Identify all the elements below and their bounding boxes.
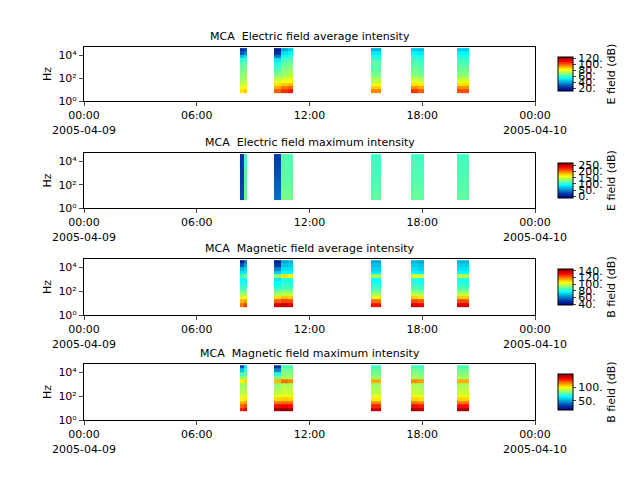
svg-text:10²: 10² bbox=[58, 72, 76, 85]
svg-text:100.: 100. bbox=[578, 381, 603, 394]
svg-text:00:002005-04-09: 00:002005-04-09 bbox=[52, 216, 116, 243]
svg-text:00:002005-04-10: 00:002005-04-10 bbox=[503, 109, 567, 136]
svg-text:20.: 20. bbox=[578, 82, 596, 95]
svg-text:10⁰: 10⁰ bbox=[58, 95, 77, 108]
svg-text:Hz: Hz bbox=[41, 67, 54, 81]
svg-text:00:002005-04-09: 00:002005-04-09 bbox=[52, 428, 116, 455]
svg-text:50.: 50. bbox=[578, 395, 596, 408]
svg-text:200.: 200. bbox=[578, 165, 603, 178]
svg-text:B field (dB): B field (dB) bbox=[605, 256, 618, 317]
svg-text:12:00: 12:00 bbox=[294, 428, 326, 441]
svg-text:10⁰: 10⁰ bbox=[58, 202, 77, 215]
svg-text:MCA Magnetic field average in: MCA Magnetic field average intensity bbox=[205, 242, 414, 255]
svg-text:10²: 10² bbox=[58, 390, 76, 403]
svg-text:120.: 120. bbox=[578, 52, 603, 65]
svg-text:00:002005-04-10: 00:002005-04-10 bbox=[503, 323, 567, 350]
svg-text:60.: 60. bbox=[578, 70, 596, 83]
svg-text:10²: 10² bbox=[58, 178, 76, 191]
svg-text:50.: 50. bbox=[578, 184, 596, 197]
svg-text:12:00: 12:00 bbox=[294, 216, 326, 229]
svg-text:250.: 250. bbox=[578, 159, 603, 172]
svg-text:18:00: 18:00 bbox=[406, 109, 438, 122]
svg-text:06:00: 06:00 bbox=[181, 109, 213, 122]
svg-text:12:00: 12:00 bbox=[294, 109, 326, 122]
svg-text:10²: 10² bbox=[58, 285, 76, 298]
svg-text:MCA Electric field average in: MCA Electric field average intensity bbox=[210, 30, 410, 43]
svg-text:10⁴: 10⁴ bbox=[58, 261, 77, 274]
svg-text:100.: 100. bbox=[578, 278, 603, 291]
svg-text:MCA Magnetic field maximum in: MCA Magnetic field maximum intensity bbox=[200, 347, 420, 360]
svg-text:40.: 40. bbox=[578, 298, 596, 311]
svg-text:10⁴: 10⁴ bbox=[58, 49, 77, 62]
svg-text:06:00: 06:00 bbox=[181, 216, 213, 229]
svg-text:80.: 80. bbox=[578, 285, 596, 298]
svg-text:100.: 100. bbox=[578, 178, 603, 191]
svg-text:140.: 140. bbox=[578, 265, 603, 278]
svg-text:150.: 150. bbox=[578, 172, 603, 185]
svg-text:E field (dB): E field (dB) bbox=[605, 44, 618, 105]
svg-text:B field (dB): B field (dB) bbox=[605, 361, 618, 422]
svg-text:80.: 80. bbox=[578, 64, 596, 77]
svg-text:100.: 100. bbox=[578, 58, 603, 71]
svg-text:Hz: Hz bbox=[41, 280, 54, 294]
svg-text:00:002005-04-10: 00:002005-04-10 bbox=[503, 216, 567, 243]
svg-text:0.: 0. bbox=[578, 190, 589, 203]
svg-text:E field (dB): E field (dB) bbox=[605, 150, 618, 211]
svg-text:Hz: Hz bbox=[41, 173, 54, 187]
svg-text:10⁴: 10⁴ bbox=[58, 155, 77, 168]
svg-text:10⁰: 10⁰ bbox=[58, 414, 77, 427]
svg-text:00:002005-04-09: 00:002005-04-09 bbox=[52, 323, 116, 350]
svg-text:18:00: 18:00 bbox=[406, 428, 438, 441]
svg-text:10⁰: 10⁰ bbox=[58, 309, 77, 322]
svg-text:00:002005-04-09: 00:002005-04-09 bbox=[52, 109, 116, 136]
svg-text:10⁴: 10⁴ bbox=[58, 366, 77, 379]
svg-text:Hz: Hz bbox=[41, 385, 54, 399]
svg-text:18:00: 18:00 bbox=[406, 323, 438, 336]
svg-text:MCA Electric field maximum in: MCA Electric field maximum intensity bbox=[205, 136, 415, 149]
svg-text:00:002005-04-10: 00:002005-04-10 bbox=[503, 428, 567, 455]
svg-text:12:00: 12:00 bbox=[294, 323, 326, 336]
svg-text:60.: 60. bbox=[578, 291, 596, 304]
svg-text:18:00: 18:00 bbox=[406, 216, 438, 229]
svg-text:06:00: 06:00 bbox=[181, 323, 213, 336]
svg-text:120.: 120. bbox=[578, 271, 603, 284]
svg-text:06:00: 06:00 bbox=[181, 428, 213, 441]
svg-text:40.: 40. bbox=[578, 76, 596, 89]
